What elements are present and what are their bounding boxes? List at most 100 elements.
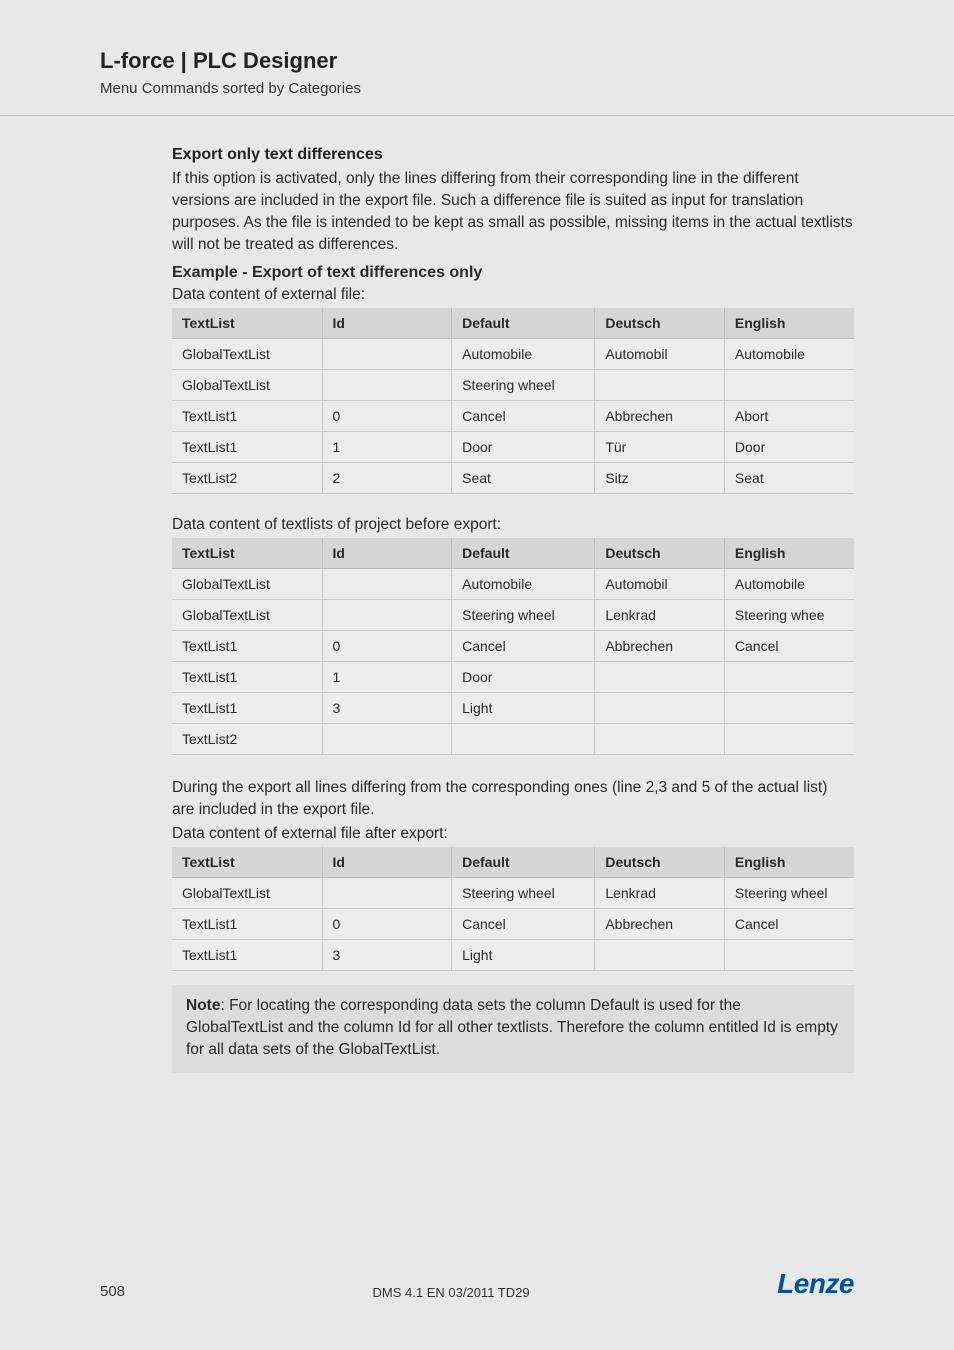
- table-cell: Door: [452, 432, 595, 463]
- table-row: GlobalTextListAutomobileAutomobilAutomob…: [172, 339, 854, 370]
- col-english: English: [724, 308, 854, 339]
- table-row: TextList2: [172, 724, 854, 755]
- col-deutsch: Deutsch: [595, 847, 725, 878]
- table-cell: [595, 662, 725, 693]
- page-header: L-force | PLC Designer Menu Commands sor…: [0, 0, 954, 116]
- table-cell: TextList2: [172, 463, 322, 494]
- table-cell: TextList1: [172, 432, 322, 463]
- table3-caption: Data content of external file after expo…: [172, 825, 854, 843]
- table-cell: [322, 878, 452, 909]
- table-cell: [595, 370, 725, 401]
- table-cell: 3: [322, 940, 452, 971]
- table-cell: Light: [452, 693, 595, 724]
- table-cell: [322, 370, 452, 401]
- table-row: GlobalTextListAutomobileAutomobilAutomob…: [172, 569, 854, 600]
- table-external-file: TextList Id Default Deutsch English Glob…: [172, 308, 854, 494]
- table-cell: [595, 724, 725, 755]
- table-cell: GlobalTextList: [172, 370, 322, 401]
- table-row: TextList10CancelAbbrechenCancel: [172, 909, 854, 940]
- col-deutsch: Deutsch: [595, 538, 725, 569]
- table-cell: Cancel: [724, 909, 854, 940]
- table-cell: Automobile: [452, 569, 595, 600]
- table-cell: TextList1: [172, 631, 322, 662]
- section-body: If this option is activated, only the li…: [172, 168, 854, 256]
- table-cell: [595, 940, 725, 971]
- table-cell: 2: [322, 463, 452, 494]
- section-heading: Export only text differences: [172, 146, 854, 164]
- table-after-export: TextList Id Default Deutsch English Glob…: [172, 847, 854, 971]
- table-cell: 1: [322, 432, 452, 463]
- col-id: Id: [322, 538, 452, 569]
- table-cell: [724, 693, 854, 724]
- table-cell: Cancel: [724, 631, 854, 662]
- table-cell: Cancel: [452, 909, 595, 940]
- table-header-row: TextList Id Default Deutsch English: [172, 538, 854, 569]
- table-cell: Light: [452, 940, 595, 971]
- table-cell: [595, 693, 725, 724]
- table-cell: Lenkrad: [595, 600, 725, 631]
- col-english: English: [724, 847, 854, 878]
- table-cell: Abbrechen: [595, 401, 725, 432]
- table1-body: GlobalTextList AutomobileAutomobilAutomob…: [172, 339, 854, 494]
- col-english: English: [724, 538, 854, 569]
- col-textlist: TextList: [172, 308, 322, 339]
- table1-caption: Data content of external file:: [172, 286, 854, 304]
- table-cell: Abbrechen: [595, 909, 725, 940]
- table-cell: TextList2: [172, 724, 322, 755]
- table-cell: Lenkrad: [595, 878, 725, 909]
- col-default: Default: [452, 847, 595, 878]
- table-cell: [452, 724, 595, 755]
- table-cell: TextList1: [172, 662, 322, 693]
- table2-body: GlobalTextList AutomobileAutomobilAutomob…: [172, 569, 854, 755]
- table-row: TextList22SeatSitzSeat: [172, 463, 854, 494]
- col-textlist: TextList: [172, 538, 322, 569]
- table-cell: 0: [322, 909, 452, 940]
- table-row: GlobalTextListSteering wheelLenkradSteer…: [172, 600, 854, 631]
- table-cell: [724, 662, 854, 693]
- table-row: GlobalTextListSteering wheelLenkradSteer…: [172, 878, 854, 909]
- table-cell: Abort: [724, 401, 854, 432]
- table-cell: 0: [322, 401, 452, 432]
- table-row: TextList10CancelAbbrechenCancel: [172, 631, 854, 662]
- table-row: TextList11DoorTürDoor: [172, 432, 854, 463]
- table-cell: Door: [452, 662, 595, 693]
- table-cell: Automobil: [595, 569, 725, 600]
- table-cell: TextList1: [172, 909, 322, 940]
- table-cell: [724, 370, 854, 401]
- col-default: Default: [452, 308, 595, 339]
- table-cell: 0: [322, 631, 452, 662]
- table-cell: GlobalTextList: [172, 600, 322, 631]
- note-text: : For locating the corresponding data se…: [186, 997, 838, 1058]
- table-cell: 3: [322, 693, 452, 724]
- table-cell: Seat: [452, 463, 595, 494]
- table-cell: 1: [322, 662, 452, 693]
- note-label: Note: [186, 997, 220, 1014]
- table-cell: [322, 569, 452, 600]
- table-row: TextList13Light: [172, 940, 854, 971]
- table-header-row: TextList Id Default Deutsch English: [172, 847, 854, 878]
- table-cell: Steering wheel: [452, 878, 595, 909]
- doc-subtitle: Menu Commands sorted by Categories: [100, 80, 954, 97]
- table-row: GlobalTextListSteering wheel: [172, 370, 854, 401]
- page-footer: 508 DMS 4.1 EN 03/2011 TD29 Lenze: [0, 1268, 954, 1300]
- table-row: TextList11Door: [172, 662, 854, 693]
- col-id: Id: [322, 847, 452, 878]
- table-cell: [322, 724, 452, 755]
- page-number: 508: [100, 1283, 125, 1300]
- col-id: Id: [322, 308, 452, 339]
- doc-code: DMS 4.1 EN 03/2011 TD29: [125, 1285, 777, 1300]
- table-cell: Seat: [724, 463, 854, 494]
- table-header-row: TextList Id Default Deutsch English: [172, 308, 854, 339]
- table-cell: [322, 600, 452, 631]
- table-cell: GlobalTextList: [172, 878, 322, 909]
- mid-paragraph: During the export all lines differing fr…: [172, 777, 854, 821]
- table-row: TextList10CancelAbbrechenAbort: [172, 401, 854, 432]
- table-cell: Automobile: [724, 569, 854, 600]
- table-cell: Automobile: [452, 339, 595, 370]
- table-cell: Automobile: [724, 339, 854, 370]
- table3-body: GlobalTextListSteering wheelLenkradSteer…: [172, 878, 854, 971]
- table-cell: Steering wheel: [452, 600, 595, 631]
- table-cell: Automobil: [595, 339, 725, 370]
- table-row: TextList13Light: [172, 693, 854, 724]
- table-cell: Door: [724, 432, 854, 463]
